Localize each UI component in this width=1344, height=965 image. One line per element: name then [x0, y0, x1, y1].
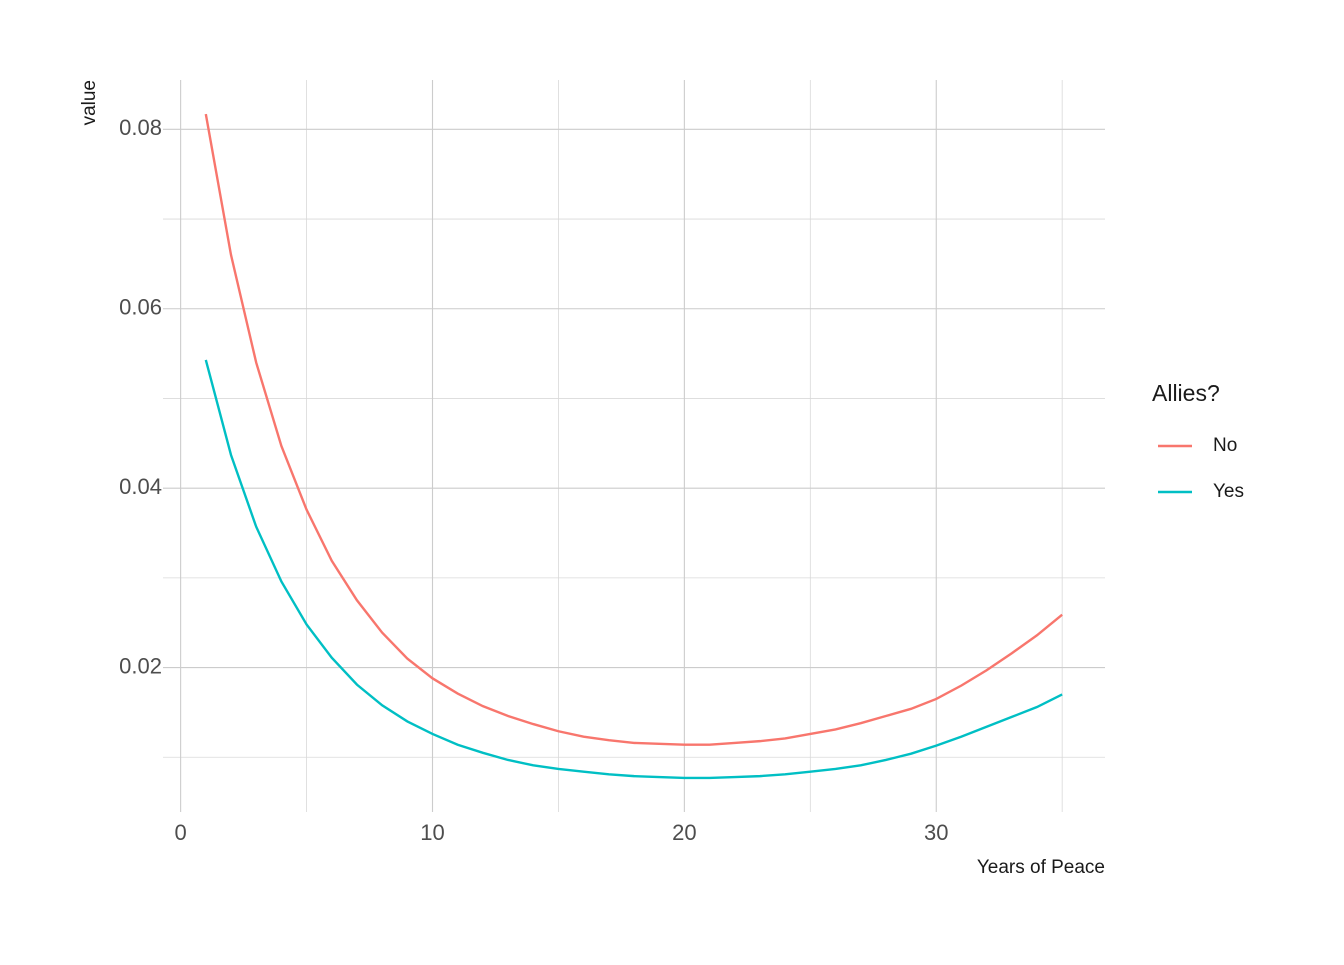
- x-tick-label: 20: [672, 820, 696, 845]
- y-tick-label: 0.08: [119, 115, 162, 140]
- y-tick-label: 0.06: [119, 295, 162, 320]
- x-tick-label: 0: [175, 820, 187, 845]
- legend-title: Allies?: [1152, 380, 1220, 406]
- x-axis-title: Years of Peace: [977, 857, 1105, 878]
- line: [204, 113, 1063, 746]
- y-tick-label: 0.04: [119, 474, 162, 499]
- y-axis-title: value: [79, 80, 100, 125]
- legend-label: Yes: [1213, 481, 1244, 502]
- x-tick-label: 30: [924, 820, 948, 845]
- line: [204, 359, 1063, 780]
- x-tick-label: 10: [420, 820, 444, 845]
- legend-label: No: [1213, 435, 1237, 456]
- y-tick-label: 0.02: [119, 653, 162, 678]
